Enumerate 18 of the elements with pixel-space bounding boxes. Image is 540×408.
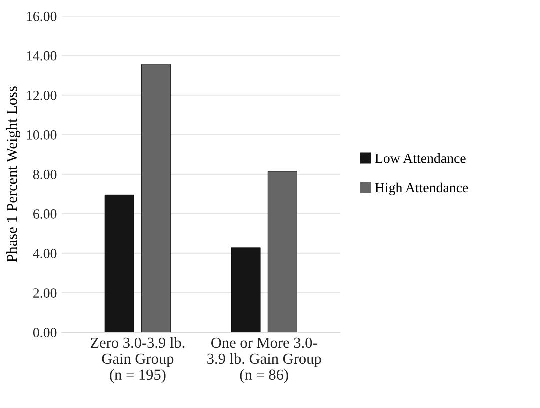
bar xyxy=(142,64,172,333)
y-tick-label: 12.00 xyxy=(27,90,57,100)
legend-label: High Attendance xyxy=(375,182,468,196)
y-tick-label: 6.00 xyxy=(34,210,57,219)
y-tick-label: 8.00 xyxy=(33,170,57,180)
y-tick-label: 2.00 xyxy=(34,288,57,298)
legend-label: Low Attendance xyxy=(375,153,466,164)
y-tick-label: 14.00 xyxy=(27,51,57,61)
bar xyxy=(231,248,261,333)
y-tick-label: 0.00 xyxy=(33,328,57,338)
bar xyxy=(104,194,134,333)
y-tick-label: 4.00 xyxy=(33,249,57,258)
bar xyxy=(268,171,298,333)
y-axis-title: Phase 1 Percent Weight Loss xyxy=(6,86,20,262)
y-tick-label: 10.00 xyxy=(27,130,57,140)
x-tick-label: Zero 3.0-3.9 lb. Gain Group (n = 195) xyxy=(90,337,185,384)
y-tick-label: 16.00 xyxy=(27,12,57,22)
x-tick-label: One or More 3.0- 3.9 lb. Gain Group (n = 86) xyxy=(208,338,322,384)
